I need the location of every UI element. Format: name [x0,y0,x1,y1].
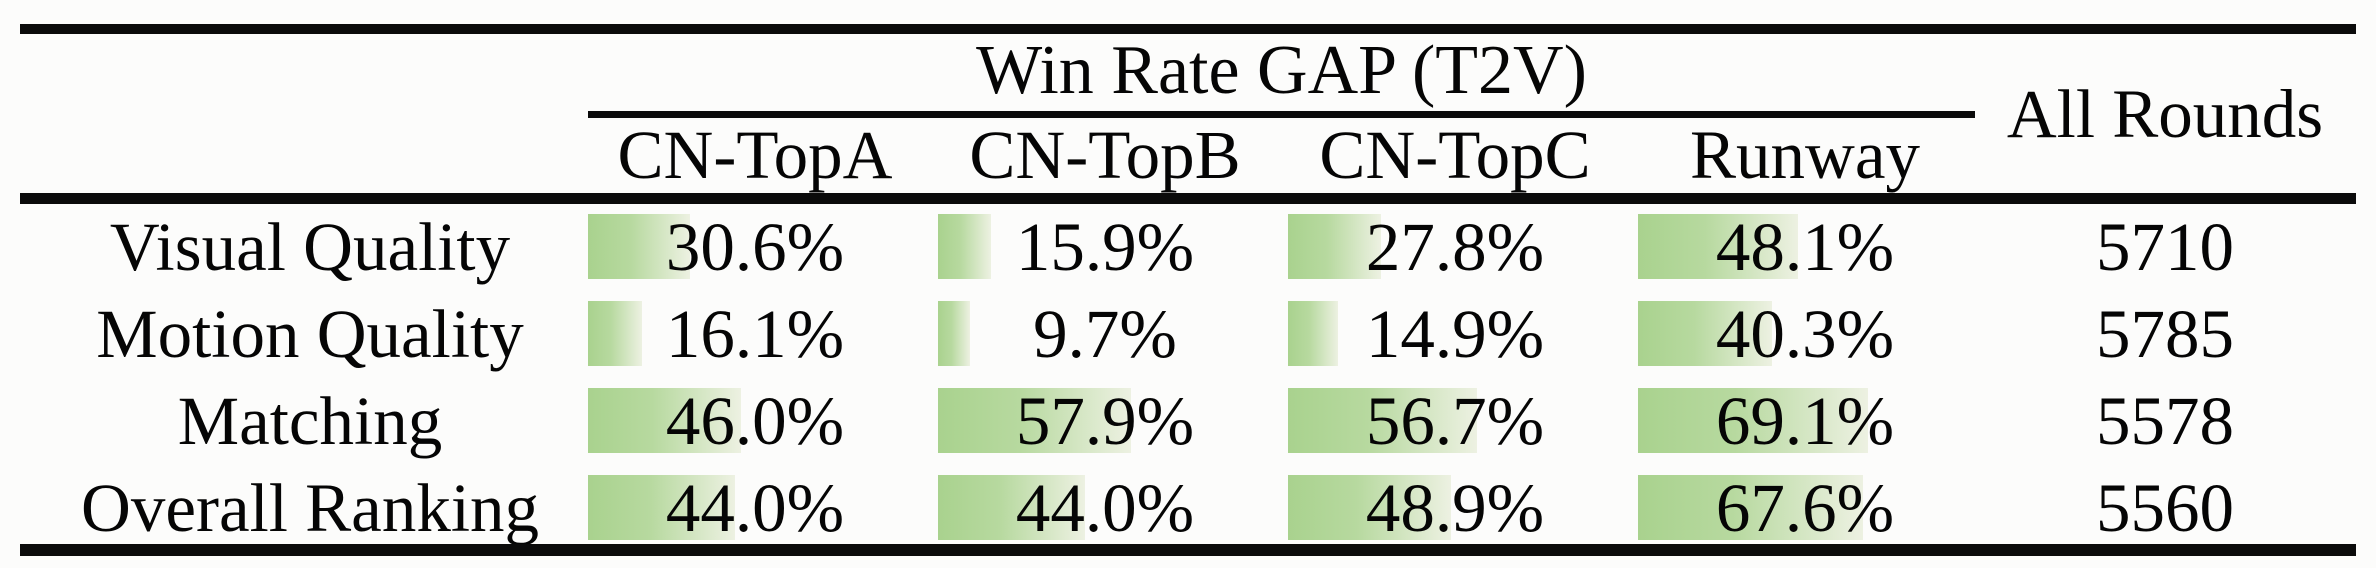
win-rate-cell: 67.6% [1630,465,1980,552]
percent-value: 30.6% [665,209,845,285]
percent-bar [1638,388,1869,453]
percent-value: 9.7% [1033,296,1177,372]
table-top-rule [20,24,2356,34]
win-rate-cell: 48.1% [1630,204,1980,291]
percent-value: 44.0% [1015,470,1195,546]
percent-value: 27.8% [1365,209,1545,285]
percent-value: 48.1% [1715,209,1895,285]
all-rounds-value: 5785 [2096,296,2234,372]
percent-bar [588,475,735,540]
column-header-cn-topc: CN-TopC [1319,117,1591,193]
percent-bar [938,388,1131,453]
win-rate-cell: 40.3% [1630,291,1980,378]
group-header-win-rate-gap: Win Rate GAP (T2V) [976,32,1587,109]
row-label: Visual Quality [109,209,511,285]
win-rate-cell: 15.9% [930,204,1280,291]
percent-value: 69.1% [1715,383,1895,459]
win-rate-cell: 30.6% [580,204,930,291]
percent-value: 56.7% [1365,383,1545,459]
percent-bar [1638,301,1773,366]
percent-bar [1288,214,1381,279]
percent-value: 44.0% [665,470,845,546]
percent-value: 48.9% [1365,470,1545,546]
group-header-underline [588,111,1975,118]
table-bottom-rule [20,544,2356,556]
all-rounds-value: 5560 [2096,470,2234,546]
win-rate-cell: 46.0% [580,378,930,465]
percent-bar [938,301,971,366]
percent-bar [588,388,742,453]
percent-value: 67.6% [1715,470,1895,546]
win-rate-cell: 14.9% [1280,291,1630,378]
table-row-motion-quality: Motion Quality 16.1% 9.7% 14.9% 40.3% 57… [0,291,2376,378]
percent-bar [938,214,991,279]
percent-bar [588,301,642,366]
column-header-all-rounds: All Rounds [2006,76,2324,152]
table-header-rule [20,193,2356,204]
table-row-visual-quality: Visual Quality 30.6% 15.9% 27.8% 48.1% 5… [0,204,2376,291]
percent-bar [938,475,1085,540]
win-rate-cell: 57.9% [930,378,1280,465]
table-row-matching: Matching 46.0% 57.9% 56.7% 69.1% 5578 [0,378,2376,465]
percent-bar [588,214,690,279]
all-rounds-value: 5578 [2096,383,2234,459]
percent-value: 46.0% [665,383,845,459]
win-rate-cell: 69.1% [1630,378,1980,465]
percent-bar [1638,214,1799,279]
win-rate-cell: 9.7% [930,291,1280,378]
win-rate-cell: 48.9% [1280,465,1630,552]
row-label: Matching [177,383,443,459]
percent-bar [1288,475,1451,540]
percent-value: 57.9% [1015,383,1195,459]
percent-value: 15.9% [1015,209,1195,285]
column-header-cn-topb: CN-TopB [969,117,1241,193]
row-label: Overall Ranking [81,470,539,546]
percent-bar [1288,388,1477,453]
percent-value: 40.3% [1715,296,1895,372]
all-rounds-value: 5710 [2096,209,2234,285]
percent-value: 16.1% [665,296,845,372]
win-rate-cell: 27.8% [1280,204,1630,291]
column-header-cn-topa: CN-TopA [617,117,893,193]
percent-value: 14.9% [1365,296,1545,372]
column-header-runway: Runway [1690,117,1920,193]
win-rate-cell: 16.1% [580,291,930,378]
win-rate-cell: 44.0% [580,465,930,552]
row-label: Motion Quality [96,296,524,372]
table-row-overall-ranking: Overall Ranking 44.0% 44.0% 48.9% 67.6% … [0,465,2376,552]
win-rate-cell: 44.0% [930,465,1280,552]
percent-bar [1638,475,1864,540]
win-rate-cell: 56.7% [1280,378,1630,465]
percent-bar [1288,301,1338,366]
